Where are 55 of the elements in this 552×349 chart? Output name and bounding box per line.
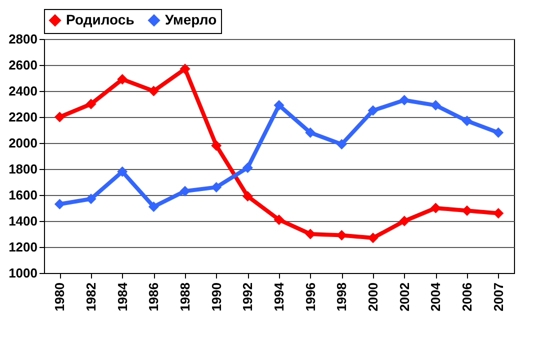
- point: [180, 186, 190, 196]
- point: [368, 232, 378, 244]
- point: [148, 201, 159, 212]
- y-tick-label: 2200: [8, 110, 38, 124]
- y-tick-label: 2400: [8, 84, 38, 98]
- x-tick-label: 1980: [52, 282, 68, 312]
- legend-label: Родилось: [66, 11, 135, 28]
- point: [399, 94, 410, 106]
- point: [117, 74, 128, 85]
- point: [399, 216, 410, 226]
- point: [368, 105, 378, 116]
- x-tick-label: 2004: [428, 282, 444, 312]
- x-tick-label: 1990: [208, 282, 224, 312]
- x-tick-label: 2007: [490, 282, 506, 312]
- x-tick-label: 1992: [240, 282, 256, 312]
- point: [54, 112, 65, 122]
- point: [86, 194, 96, 204]
- y-tick-label: 1400: [8, 214, 38, 228]
- legend-label: Умерло: [165, 11, 217, 28]
- x-tick-label: 1984: [114, 282, 130, 312]
- y-tick-label: 1000: [8, 266, 38, 280]
- y-tick-label: 1600: [8, 188, 38, 202]
- point: [462, 205, 472, 216]
- point: [493, 208, 504, 218]
- point: [148, 86, 159, 96]
- point: [305, 127, 316, 138]
- point: [180, 64, 190, 74]
- point: [274, 100, 284, 111]
- point: [462, 116, 472, 126]
- x-tick-label: 2002: [396, 282, 412, 312]
- point: [493, 127, 504, 138]
- x-tick-label: 1994: [272, 282, 286, 312]
- x-tick-label: 1982: [84, 282, 98, 312]
- point: [274, 214, 284, 225]
- point: [430, 100, 441, 111]
- x-tick-label: 1988: [178, 282, 192, 312]
- point: [54, 198, 65, 210]
- point: [211, 182, 222, 192]
- point: [86, 98, 96, 110]
- point: [430, 202, 441, 214]
- x-tick-label: 2000: [366, 282, 380, 312]
- y-tick-label: 2600: [8, 58, 38, 72]
- point: [242, 191, 253, 202]
- point: [117, 166, 128, 177]
- y-tick-label: 2800: [8, 32, 38, 46]
- point: [211, 140, 222, 151]
- point: [336, 139, 347, 150]
- x-tick-label: 1996: [302, 282, 318, 312]
- x-tick-label: 1998: [334, 282, 350, 312]
- point: [242, 162, 253, 173]
- x-tick-label: 1986: [146, 282, 162, 312]
- y-tick-label: 1200: [8, 240, 38, 254]
- x-tick-label: 2006: [460, 282, 474, 312]
- y-tick-label: 1800: [8, 162, 38, 176]
- y-tick-label: 2000: [8, 136, 38, 150]
